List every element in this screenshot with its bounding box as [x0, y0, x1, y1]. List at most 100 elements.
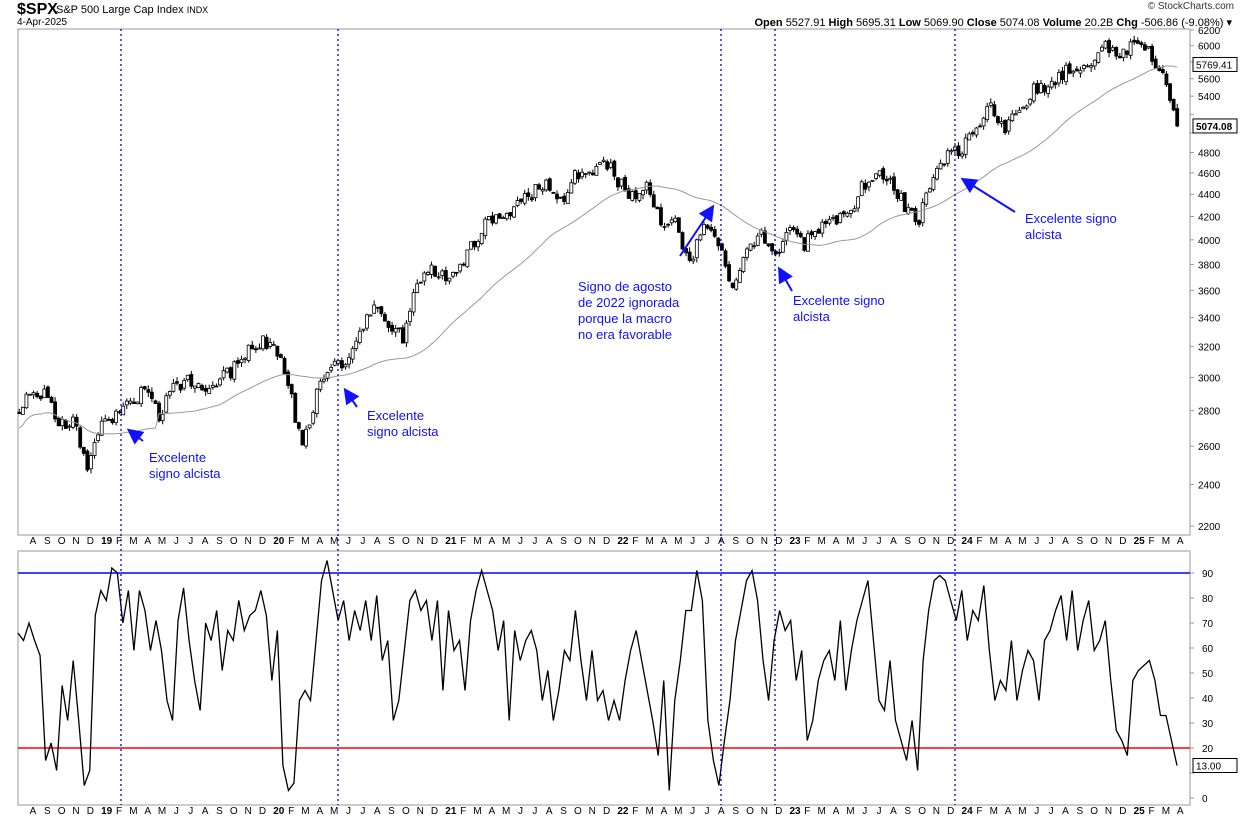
candle	[583, 173, 588, 176]
month-label: A	[718, 806, 725, 817]
month-label: J	[346, 536, 351, 547]
candle	[336, 360, 341, 364]
candle	[175, 381, 179, 384]
month-label: O	[746, 536, 754, 547]
month-label: A	[316, 806, 323, 817]
candle	[81, 447, 86, 454]
candle	[236, 360, 240, 364]
candle	[253, 348, 258, 351]
candle	[146, 389, 151, 393]
candle	[1042, 84, 1047, 93]
candle	[393, 328, 398, 333]
price-tick-label: 3600	[1198, 286, 1221, 297]
candle	[106, 418, 111, 421]
candle	[257, 347, 262, 350]
candle	[379, 306, 384, 315]
candle	[849, 210, 853, 214]
candle	[139, 387, 144, 405]
candle	[372, 304, 377, 314]
candle	[784, 232, 789, 242]
candle	[1049, 80, 1054, 88]
candle	[347, 357, 351, 365]
candle	[526, 192, 531, 197]
candle	[788, 227, 792, 231]
month-label: A	[1177, 806, 1184, 817]
candle	[544, 179, 549, 191]
candle	[917, 220, 921, 225]
candle	[680, 232, 685, 250]
osc-tick-label: 90	[1202, 569, 1214, 580]
month-label: J	[188, 806, 193, 817]
month-label: M	[1018, 806, 1026, 817]
candle	[913, 208, 918, 223]
month-label: J	[188, 536, 193, 547]
candle	[426, 272, 430, 275]
month-label: N	[417, 806, 424, 817]
candle	[974, 127, 979, 136]
month-label: A	[661, 806, 668, 817]
price-tick-label: 3200	[1198, 343, 1221, 354]
candle	[945, 150, 950, 164]
month-label: D	[947, 536, 954, 547]
candle	[813, 231, 818, 238]
month-label: D	[87, 536, 94, 547]
candle	[1060, 70, 1065, 80]
candle	[1107, 40, 1111, 53]
candle	[1143, 44, 1147, 51]
month-label: M	[645, 806, 653, 817]
candle	[85, 450, 90, 471]
candle	[60, 418, 65, 427]
candle	[720, 243, 724, 251]
price-tick-label: 6200	[1198, 26, 1221, 37]
candle	[637, 193, 642, 201]
candle	[207, 388, 212, 394]
month-label: S	[388, 536, 395, 547]
candle	[841, 211, 846, 215]
candle	[820, 221, 825, 234]
month-label: J	[532, 806, 537, 817]
candle	[103, 418, 108, 422]
month-label: F	[804, 536, 810, 547]
osc-tick-label: 50	[1202, 669, 1214, 680]
candle	[773, 250, 778, 255]
month-label: S	[904, 536, 911, 547]
month-label: M	[502, 536, 510, 547]
candle	[1013, 113, 1018, 116]
candle	[612, 160, 617, 177]
month-label: J	[518, 806, 523, 817]
candle	[24, 393, 29, 409]
candle	[314, 388, 319, 415]
candle	[827, 218, 832, 224]
candle	[978, 125, 982, 128]
candle	[1175, 108, 1180, 127]
month-label: 23	[789, 806, 801, 817]
candle	[892, 176, 896, 191]
month-label: F	[632, 806, 638, 817]
candle	[845, 212, 850, 217]
candle	[67, 425, 72, 428]
month-label: 20	[273, 536, 285, 547]
candle	[408, 310, 412, 322]
ohlc-bar: Open 5527.91 High 5695.31 Low 5069.90 Cl…	[755, 16, 1233, 29]
month-label: A	[833, 806, 840, 817]
triangle-down-icon[interactable]: ▾	[1226, 17, 1232, 29]
candle	[981, 117, 986, 127]
month-label: S	[388, 806, 395, 817]
candle	[20, 406, 25, 415]
candle	[576, 172, 581, 180]
candle	[558, 196, 563, 199]
osc-tick-label: 20	[1202, 744, 1214, 755]
month-label: D	[87, 806, 94, 817]
month-label: A	[489, 536, 496, 547]
candle	[386, 321, 391, 328]
candle	[619, 178, 624, 187]
month-label: N	[244, 536, 251, 547]
candle	[626, 188, 631, 199]
candle	[648, 182, 653, 195]
candle	[357, 330, 362, 343]
candle	[730, 282, 735, 288]
candle	[38, 395, 43, 400]
candle	[616, 177, 620, 188]
annotation-1: Excelente signo alcista	[149, 450, 221, 481]
candle	[694, 239, 699, 259]
